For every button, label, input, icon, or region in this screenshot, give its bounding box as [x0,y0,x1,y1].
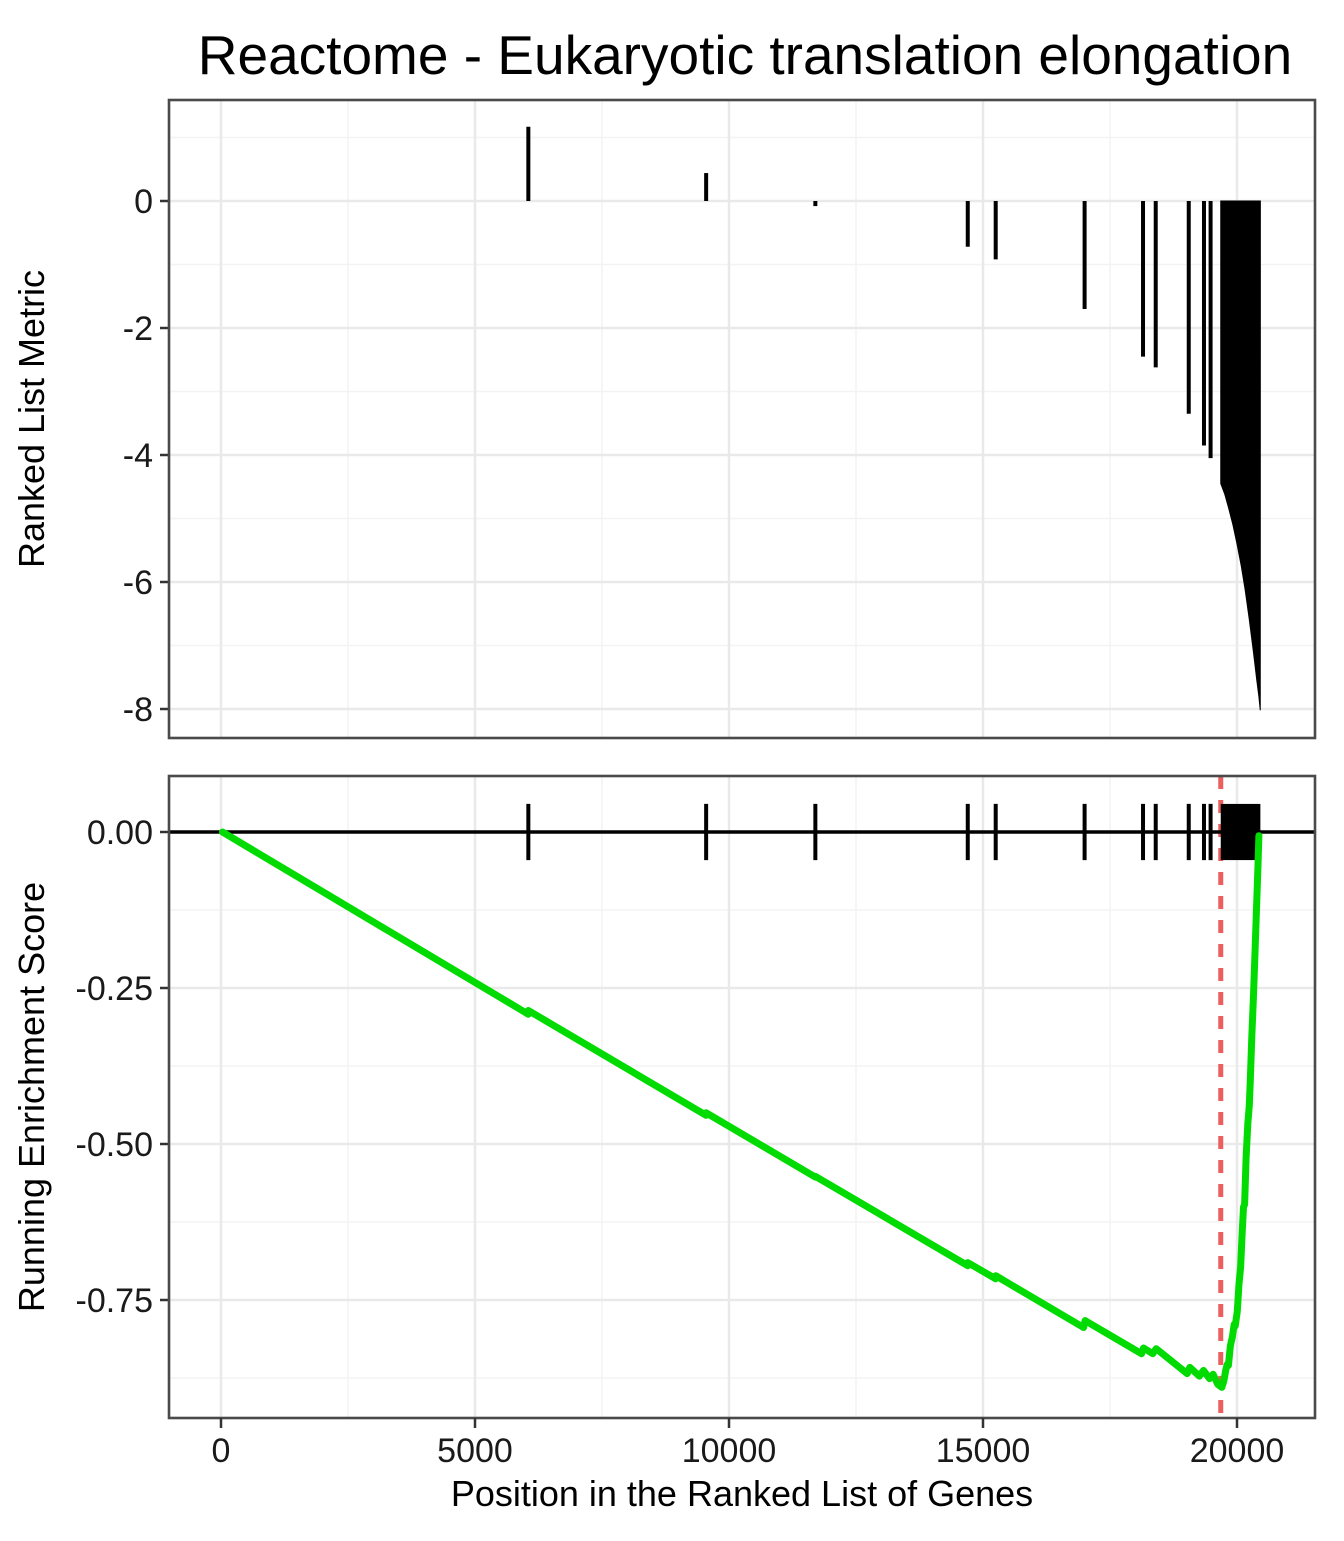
panel-background [169,776,1315,1418]
x-tick-label: 10000 [682,1432,777,1470]
x-tick-label: 0 [212,1432,231,1470]
y-tick-label: -0.25 [76,970,154,1008]
panel-background [169,100,1315,738]
ranked-metric-bars [526,126,1213,459]
panel-border [167,98,1317,740]
y-tick-label: -8 [123,691,153,729]
figure-title: Reactome - Eukaryotic translation elonga… [198,24,1292,86]
y-tick-label: -0.50 [76,1126,154,1164]
es-curve [219,828,1263,1391]
y-tick-label: -0.75 [76,1282,154,1320]
dense-gene-block [1220,200,1261,711]
running-enrichment-panel: 0.00 -0.25 -0.50 -0.75 0 5000 10000 15000 20000 [76,774,1317,1470]
dense-hit-block [1220,803,1261,861]
y-axis-title-running-enrichment-score: Running Enrichment Score [11,882,52,1312]
y-tick-label: 0 [134,183,153,221]
x-tick-label: 20000 [1190,1432,1285,1470]
x-axis-title: Position in the Ranked List of Genes [451,1473,1033,1514]
y-tick-label: 0.00 [87,814,153,852]
x-tick-label: 5000 [437,1432,513,1470]
panel-border [167,774,1317,1420]
y-axis-title-ranked-list-metric: Ranked List Metric [11,270,52,568]
y-tick-label: -2 [123,310,153,348]
x-axis-ticks: 0 5000 10000 15000 20000 [212,1418,1285,1470]
y-tick-label: -4 [123,437,153,475]
ranked-list-metric-panel: 0 -2 -4 -6 -8 [123,98,1317,740]
gene-hit-ticks [526,803,1213,861]
grid-minor [169,100,1315,738]
x-tick-label: 15000 [936,1432,1031,1470]
y-tick-label: -6 [123,564,153,602]
y-axis-ticks: 0.00 -0.25 -0.50 -0.75 [76,814,169,1320]
y-axis-ticks: 0 -2 -4 -6 -8 [123,183,169,729]
